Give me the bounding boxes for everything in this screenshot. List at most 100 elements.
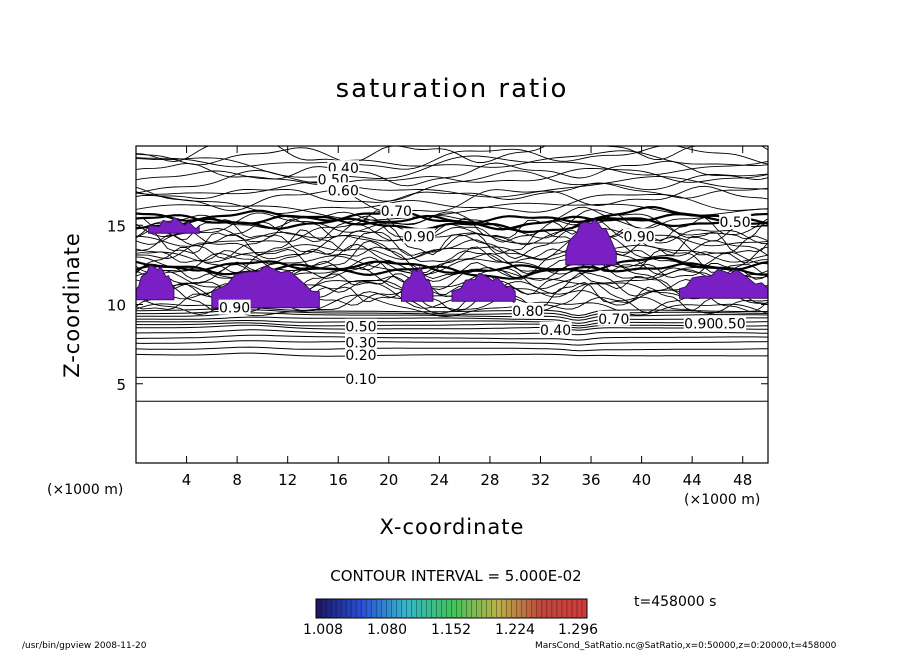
contour-label-bg xyxy=(623,228,656,244)
contour-line xyxy=(136,256,768,292)
contour-line xyxy=(136,239,768,275)
contour-label: 0.10 xyxy=(345,372,376,388)
contour-lines xyxy=(136,146,768,402)
contour-label-bg xyxy=(719,214,752,230)
contour-label: 0.70 xyxy=(381,204,412,220)
contour-line xyxy=(136,146,768,163)
colorbar-label: 1.080 xyxy=(366,622,408,638)
contour-label: 0.90 xyxy=(684,317,715,333)
y-tick-label: 10 xyxy=(107,297,126,315)
contour-line xyxy=(136,320,768,327)
contour-label-bg xyxy=(327,182,360,198)
contour-label-bg xyxy=(344,334,377,350)
x-unit-right: (×1000 m) xyxy=(684,492,761,508)
colorbar-label: 1.224 xyxy=(494,622,536,638)
contour-label: 0.90 xyxy=(623,229,654,245)
footer-left: /usr/bin/gpview 2008-11-20 xyxy=(22,641,147,651)
x-tick-label: 16 xyxy=(329,471,348,489)
contour-label: 0.30 xyxy=(345,336,376,352)
contour-line xyxy=(136,234,768,260)
contour-label-bg xyxy=(539,321,572,337)
contour-label-bg xyxy=(683,315,716,331)
x-axis-label: X-coordinate xyxy=(379,515,525,539)
x-tick-label: 20 xyxy=(379,471,398,489)
contour-label-bg xyxy=(511,302,544,318)
contour-label: 0.20 xyxy=(345,348,376,364)
contour-line xyxy=(136,182,768,203)
contour-label-bg xyxy=(344,318,377,334)
contour-line xyxy=(136,229,768,260)
supersaturated-region xyxy=(148,216,200,234)
supersaturated-region xyxy=(136,265,175,301)
y-tick-label: 15 xyxy=(107,217,126,235)
supersaturated-region xyxy=(451,272,516,302)
contour-line xyxy=(136,256,768,274)
contour-label-bg xyxy=(344,347,377,363)
time-label: t=458000 s xyxy=(634,594,717,610)
contour-line xyxy=(136,160,768,187)
contour-line xyxy=(136,185,768,213)
contour-line xyxy=(136,146,768,170)
contour-interval: CONTOUR INTERVAL = 5.000E-02 xyxy=(330,567,582,585)
contour-line xyxy=(136,352,768,357)
contour-label: 0.50 xyxy=(345,320,376,336)
contour-label: 0.70 xyxy=(598,312,629,328)
supersaturated-region xyxy=(565,218,617,266)
contour-line xyxy=(136,346,768,352)
contour-line xyxy=(136,155,768,179)
contour-label-bg xyxy=(597,310,630,326)
colorbar-stripes xyxy=(320,600,583,617)
x-unit-left: (×1000 m) xyxy=(47,482,124,498)
y-axis-ticks: 5 10 15 xyxy=(107,217,768,394)
y-tick-label: 5 xyxy=(116,376,126,394)
contour-line xyxy=(136,243,768,277)
supersaturated-region xyxy=(400,266,434,302)
contour-line xyxy=(136,329,768,336)
contour-label-bg xyxy=(218,299,251,315)
footer-right: MarsCond_SatRatio.nc@SatRatio,x=0:50000,… xyxy=(535,641,837,651)
x-tick-label: 28 xyxy=(480,471,499,489)
contour-label: 0.50 xyxy=(720,215,751,231)
contour-line xyxy=(136,322,768,329)
colorbar-label: 1.008 xyxy=(302,622,344,638)
x-tick-label: 48 xyxy=(733,471,752,489)
contour-label: 0.50 xyxy=(714,317,745,333)
colorbar-label: 1.296 xyxy=(557,622,599,638)
contour-label: 0.80 xyxy=(512,304,543,320)
supersaturated-region xyxy=(679,269,768,299)
supersaturated-regions xyxy=(136,216,768,309)
colorbar-label: 1.152 xyxy=(430,622,472,638)
supersaturated-region xyxy=(211,265,320,309)
contour-label-bg xyxy=(344,370,377,386)
chart-title: saturation ratio xyxy=(335,74,569,104)
x-tick-label: 12 xyxy=(278,471,297,489)
x-tick-label: 32 xyxy=(531,471,550,489)
contour-line xyxy=(136,244,768,263)
x-axis-ticks: 4 8 12 16 20 24 28 32 36 40 44 48 xyxy=(182,146,752,489)
x-tick-label: 4 xyxy=(182,471,192,489)
contour-labels: 0.100.200.300.50 0.400.70 0.90 0.500.90 0.80… xyxy=(218,160,752,388)
x-tick-label: 8 xyxy=(232,471,242,489)
contour-label-bg xyxy=(714,315,747,331)
x-tick-label: 40 xyxy=(632,471,651,489)
contour-label-bg xyxy=(380,202,413,218)
contour-line xyxy=(136,262,768,280)
contour-label: 0.40 xyxy=(540,323,571,339)
y-axis-label: Z-coordinate xyxy=(60,232,84,378)
contour-line xyxy=(136,167,768,186)
contour-label: 0.90 xyxy=(404,229,435,245)
contour-line xyxy=(136,217,768,246)
x-tick-label: 36 xyxy=(581,471,600,489)
contour-line xyxy=(136,169,768,202)
contour-label: 0.60 xyxy=(328,183,359,199)
contour-line xyxy=(136,324,768,331)
contour-label-bg xyxy=(403,228,436,244)
contour-line xyxy=(136,340,768,346)
contour-line xyxy=(136,316,768,324)
x-tick-label: 44 xyxy=(683,471,702,489)
contour-label: 0.90 xyxy=(219,301,250,317)
contour-line xyxy=(136,228,768,247)
contour-line xyxy=(136,205,768,224)
contour-line xyxy=(136,334,768,341)
